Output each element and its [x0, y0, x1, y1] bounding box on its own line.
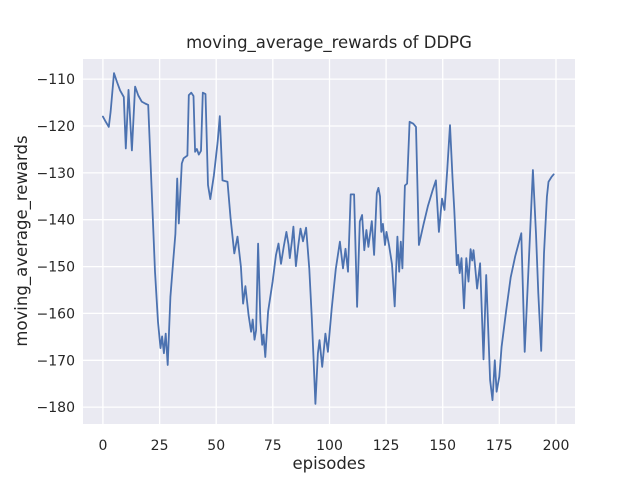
y-tick-label: −160: [37, 306, 75, 322]
y-tick-label: −170: [37, 353, 75, 369]
x-tick-label: 200: [543, 438, 570, 454]
x-tick-label: 125: [373, 438, 400, 454]
reward-line: [102, 72, 555, 405]
x-tick-label: 100: [316, 438, 343, 454]
x-tick-label: 50: [207, 438, 225, 454]
y-tick-label: −140: [37, 213, 75, 229]
x-tick-label: 175: [486, 438, 513, 454]
y-axis-label: moving_average_rewards: [12, 135, 31, 347]
x-tick-label: 150: [429, 438, 456, 454]
x-tick-label: 0: [98, 438, 107, 454]
y-tick-label: −150: [37, 260, 75, 276]
x-tick-label: 75: [264, 438, 282, 454]
y-tick-label: −180: [37, 400, 75, 416]
chart-title: moving_average_rewards of DDPG: [186, 33, 472, 52]
x-axis-label: episodes: [292, 454, 366, 473]
y-tick-label: −110: [37, 72, 75, 88]
y-tick-label: −130: [37, 166, 75, 182]
y-tick-label: −120: [37, 119, 75, 135]
x-tick-label: 25: [151, 438, 169, 454]
